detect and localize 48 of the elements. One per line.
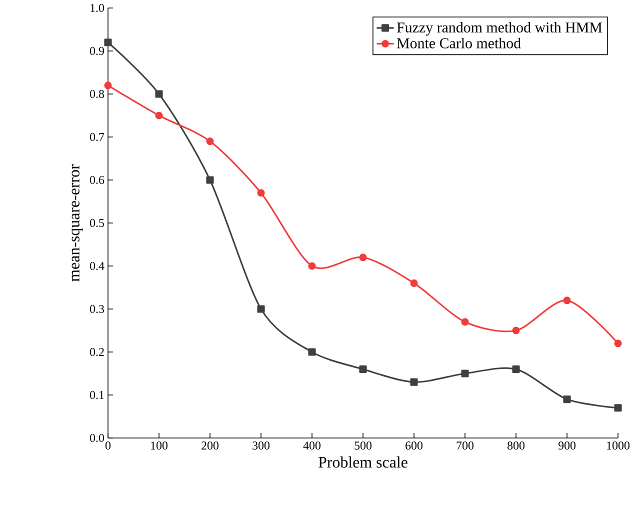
y-tick-label: 0.5 [90, 218, 104, 228]
point [155, 90, 163, 98]
x-tick-label: 700 [456, 442, 474, 450]
x-tick-label: 0 [105, 442, 111, 450]
legend-label: Monte Carlo method [396, 38, 521, 48]
y-tick-label: 0.7 [90, 132, 104, 142]
y-tick-label: 0.3 [90, 304, 104, 314]
point [257, 189, 265, 197]
x-tick-label: 1000 [607, 442, 630, 450]
x-tick-label: 300 [252, 442, 270, 450]
point [512, 326, 520, 334]
x-tick-label: 800 [507, 442, 525, 450]
point [104, 82, 112, 90]
y-tick-label: 0.6 [90, 176, 104, 184]
y-tick-label: 0.1 [90, 390, 104, 400]
y-axis-title: mean-square-error [72, 164, 83, 282]
y-tick-label: 0.9 [90, 46, 104, 56]
y-tick-label: 1.0 [90, 4, 104, 12]
x-axis-title: Problem scale [318, 456, 408, 468]
point [614, 404, 622, 412]
point [461, 370, 469, 378]
point [512, 365, 520, 373]
x-tick-label: 100 [151, 442, 168, 450]
point [563, 396, 571, 404]
point [461, 318, 469, 326]
point [359, 254, 367, 262]
point [308, 348, 316, 356]
point [563, 296, 571, 304]
point [614, 340, 622, 348]
point [257, 305, 265, 313]
point [308, 262, 316, 270]
x-tick-label: 900 [558, 442, 576, 450]
point [410, 378, 418, 386]
point [410, 279, 418, 287]
x-tick-label: 400 [303, 442, 321, 450]
y-tick-label: 0.0 [90, 434, 104, 442]
y-tick-label: 0.2 [90, 348, 104, 356]
point [359, 365, 367, 373]
x-tick-label: 500 [354, 442, 372, 450]
point [206, 138, 214, 146]
x-tick-label: 600 [406, 442, 423, 450]
point [155, 112, 163, 120]
point [206, 176, 214, 184]
y-tick-label: 0.8 [90, 90, 104, 98]
x-tick-label: 200 [202, 442, 219, 450]
point [104, 38, 112, 46]
y-tick-label: 0.4 [90, 262, 104, 270]
legend-label: Fuzzy random method with HMM [396, 22, 602, 36]
